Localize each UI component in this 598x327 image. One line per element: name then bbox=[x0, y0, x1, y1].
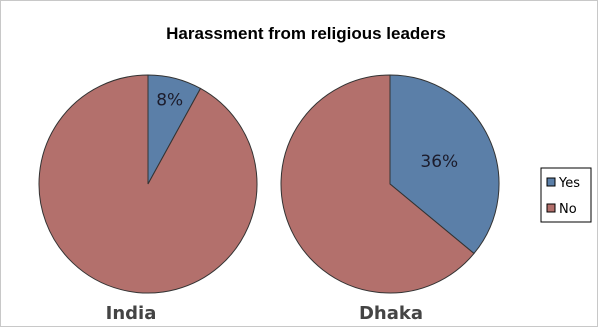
legend-label-no: No bbox=[559, 202, 577, 217]
pie-india: 8% bbox=[38, 74, 258, 294]
pie-slice-dhaka-no bbox=[280, 74, 475, 294]
legend-swatch-yes bbox=[546, 177, 556, 187]
legend-label-yes: Yes bbox=[558, 176, 580, 191]
pie-slice-dhaka-yes bbox=[389, 74, 500, 255]
legend: Yes No bbox=[540, 167, 592, 223]
pie-slice-india-no bbox=[38, 74, 258, 294]
slice-label-india-yes: 8% bbox=[156, 91, 183, 111]
pie-caption-india: India bbox=[106, 303, 157, 324]
chart-title: Harassment from religious leaders bbox=[166, 24, 446, 43]
pie-caption-dhaka: Dhaka bbox=[359, 303, 423, 324]
legend-swatch-no bbox=[546, 203, 556, 213]
legend-box bbox=[540, 167, 592, 223]
slice-label-dhaka-yes: 36% bbox=[420, 152, 458, 172]
pie-dhaka: 36% bbox=[280, 74, 500, 294]
